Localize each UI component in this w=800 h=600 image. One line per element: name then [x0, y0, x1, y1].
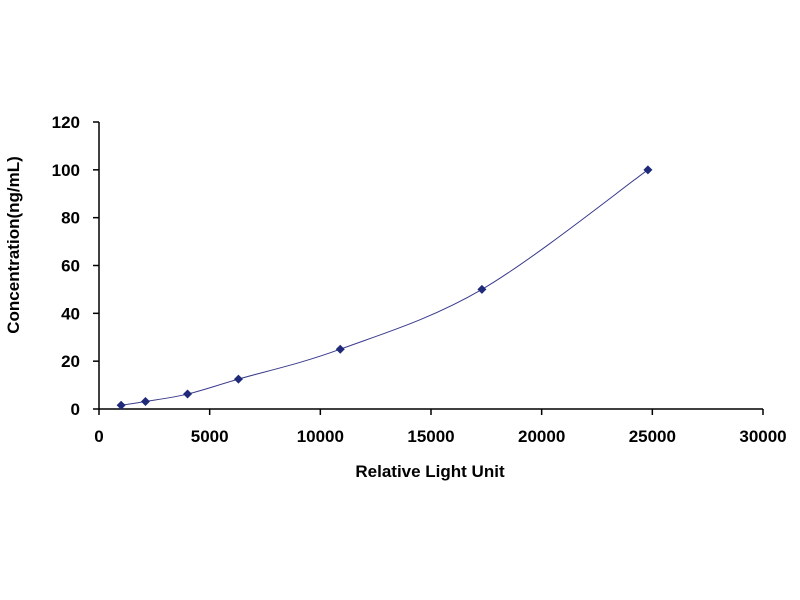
x-tick-label: 15000 — [407, 427, 454, 446]
x-axis-title: Relative Light Unit — [355, 462, 505, 481]
data-point — [140, 397, 150, 407]
x-tick-label: 25000 — [629, 427, 676, 446]
y-tick-label: 60 — [61, 257, 80, 276]
y-tick-label: 80 — [61, 209, 80, 228]
data-point — [116, 400, 126, 410]
x-tick-label: 10000 — [297, 427, 344, 446]
x-tick-label: 5000 — [191, 427, 229, 446]
x-tick-labels: 0 5000 10000 15000 20000 25000 30000 — [94, 427, 786, 446]
fit-curve — [121, 169, 649, 406]
y-tick-label: 20 — [61, 352, 80, 371]
y-tick-label: 120 — [52, 113, 80, 132]
y-tick-label: 40 — [61, 304, 80, 323]
y-tick-label: 100 — [52, 161, 80, 180]
data-point — [335, 344, 345, 354]
y-tick-labels: 0 20 40 60 80 100 120 — [52, 113, 80, 419]
y-tick-label: 0 — [71, 400, 80, 419]
data-point — [183, 389, 193, 399]
chart-axes — [93, 121, 764, 415]
data-points — [116, 165, 653, 410]
x-tick-label: 20000 — [518, 427, 565, 446]
data-point — [233, 374, 243, 384]
x-tick-label: 0 — [94, 427, 103, 446]
data-point — [477, 284, 487, 294]
data-point — [643, 165, 653, 175]
x-tick-label: 30000 — [739, 427, 786, 446]
y-axis-title: Concentration(ng/mL) — [4, 156, 23, 334]
